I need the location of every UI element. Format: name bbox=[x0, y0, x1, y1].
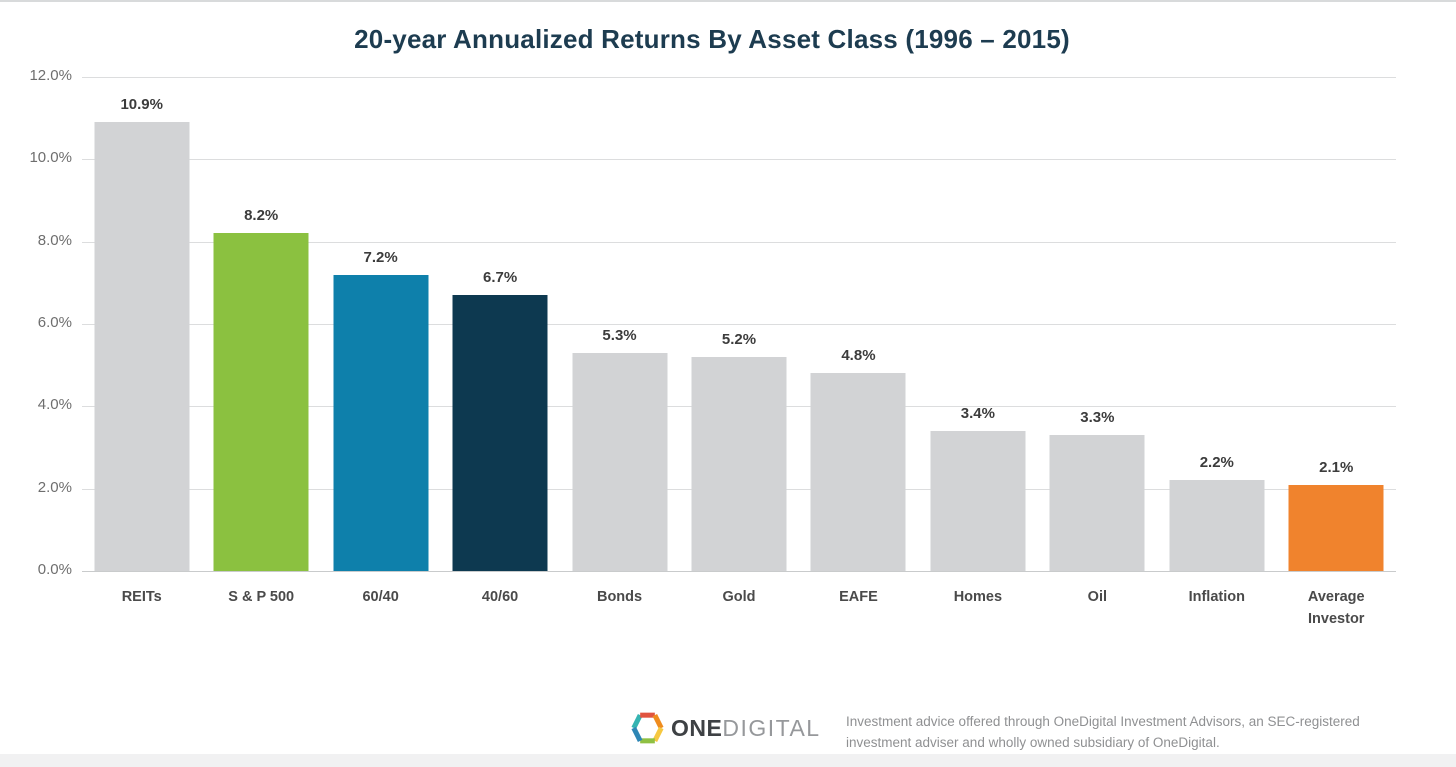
bar-slot: 5.3% Bonds bbox=[560, 77, 679, 605]
y-axis-tick: 8.0% bbox=[37, 231, 72, 249]
bar-value-label: 5.3% bbox=[602, 326, 637, 344]
bar bbox=[691, 356, 787, 571]
disclaimer-text: Investment advice offered through OneDig… bbox=[846, 714, 1360, 750]
gridline bbox=[82, 241, 1396, 243]
gridline bbox=[82, 159, 1396, 161]
x-axis-label: Gold bbox=[722, 589, 756, 605]
logo-text-one: ONE bbox=[671, 714, 723, 741]
bar-slot: 2.2% Inflation bbox=[1157, 77, 1276, 605]
bar bbox=[1049, 435, 1145, 571]
plot-area: 10.9% REITs 8.2% S & P 500 7.2% 60/40 6.7% 40/6… bbox=[82, 77, 1396, 627]
bar-slot: 6.7% 40/60 bbox=[440, 77, 559, 605]
bar-value-label: 4.8% bbox=[841, 347, 876, 365]
bar bbox=[810, 373, 906, 571]
y-axis-tick: 4.0% bbox=[37, 396, 72, 414]
bar-slot: 5.2% Gold bbox=[679, 77, 798, 605]
y-axis-tick: 6.0% bbox=[37, 314, 72, 331]
bar bbox=[930, 431, 1026, 571]
bar-value-label: 6.7% bbox=[482, 269, 518, 287]
bar-slot: 2.1% Average Investor bbox=[1277, 77, 1396, 627]
x-axis-label: Bonds bbox=[596, 589, 643, 605]
bar-slot: 7.2% 60/40 bbox=[321, 77, 440, 605]
gridline bbox=[82, 571, 1396, 572]
y-axis-tick: 0.0% bbox=[37, 561, 72, 578]
bar-value-label: 10.9% bbox=[120, 96, 163, 114]
x-axis-label: Inflation bbox=[1188, 589, 1245, 605]
x-axis-label: Average Investor bbox=[1307, 589, 1365, 627]
gridline bbox=[82, 324, 1396, 325]
x-axis-label: EAFE bbox=[839, 589, 878, 605]
x-axis-label: S & P 500 bbox=[228, 589, 295, 605]
chart-title: 20-year Annualized Returns By Asset Clas… bbox=[354, 24, 1070, 54]
bar-value-label: 5.2% bbox=[721, 330, 757, 348]
bar bbox=[94, 122, 190, 571]
onedigital-logo: ONEDIGITAL bbox=[631, 708, 821, 748]
y-axis-tick: 2.0% bbox=[37, 478, 72, 496]
bar bbox=[572, 352, 668, 571]
y-axis-tick: 12.0% bbox=[29, 67, 72, 84]
bar-value-label: 2.1% bbox=[1319, 458, 1354, 476]
x-axis-label: REITs bbox=[121, 589, 162, 605]
logo-text-digital: DIGITAL bbox=[722, 714, 821, 741]
bar bbox=[1288, 484, 1384, 571]
bottom-edge-strip bbox=[0, 754, 1456, 767]
x-axis-label: 40/60 bbox=[481, 589, 519, 605]
onedigital-hexagon-icon bbox=[631, 712, 664, 744]
bar-slot: 4.8% EAFE bbox=[799, 77, 918, 605]
bar bbox=[452, 295, 548, 571]
bar-value-label: 3.4% bbox=[960, 405, 995, 423]
bar-value-label: 2.2% bbox=[1199, 454, 1234, 472]
bar-slot: 8.2% S & P 500 bbox=[201, 77, 320, 605]
bar-slot: 3.4% Homes bbox=[918, 77, 1037, 605]
bar-slot: 3.3% Oil bbox=[1038, 77, 1157, 605]
bar-value-label: 8.2% bbox=[244, 207, 279, 225]
bar bbox=[213, 233, 309, 571]
bar-value-label: 3.3% bbox=[1080, 409, 1115, 427]
y-axis-tick: 10.0% bbox=[29, 149, 72, 167]
bar bbox=[333, 274, 429, 571]
x-axis-label: Homes bbox=[953, 589, 1003, 605]
bar-value-label: 7.2% bbox=[363, 248, 398, 266]
gridline bbox=[82, 77, 1396, 78]
top-edge-line bbox=[0, 0, 1456, 2]
bar bbox=[1169, 480, 1265, 571]
logo-wordmark: ONEDIGITAL bbox=[671, 715, 821, 742]
x-axis-label: 60/40 bbox=[362, 589, 399, 605]
bar-slot: 10.9% REITs bbox=[82, 77, 201, 605]
x-axis-label: Oil bbox=[1087, 589, 1108, 605]
